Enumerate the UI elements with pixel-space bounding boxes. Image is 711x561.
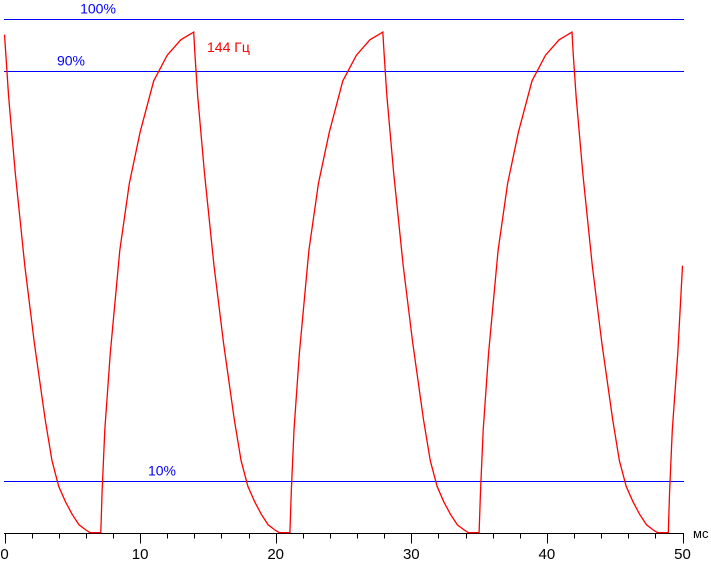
x-tick-label: 30 (403, 546, 420, 561)
reference-label-90: 90% (57, 53, 85, 69)
reference-label-100: 100% (80, 1, 116, 17)
annotation-label: 144 Гц (207, 39, 250, 55)
reference-lines: 100% 90% 10% (4, 1, 684, 482)
x-axis: 0 10 20 30 40 50 (0, 533, 691, 561)
x-tick-label: 50 (674, 546, 691, 561)
x-tick-label: 10 (132, 546, 149, 561)
x-axis-unit: мс (693, 526, 709, 541)
x-tick-label: 0 (0, 546, 8, 561)
series-line (3, 30, 684, 534)
reference-label-10: 10% (148, 463, 176, 479)
x-tick-label: 40 (539, 546, 556, 561)
x-tick-label: 20 (267, 546, 284, 561)
